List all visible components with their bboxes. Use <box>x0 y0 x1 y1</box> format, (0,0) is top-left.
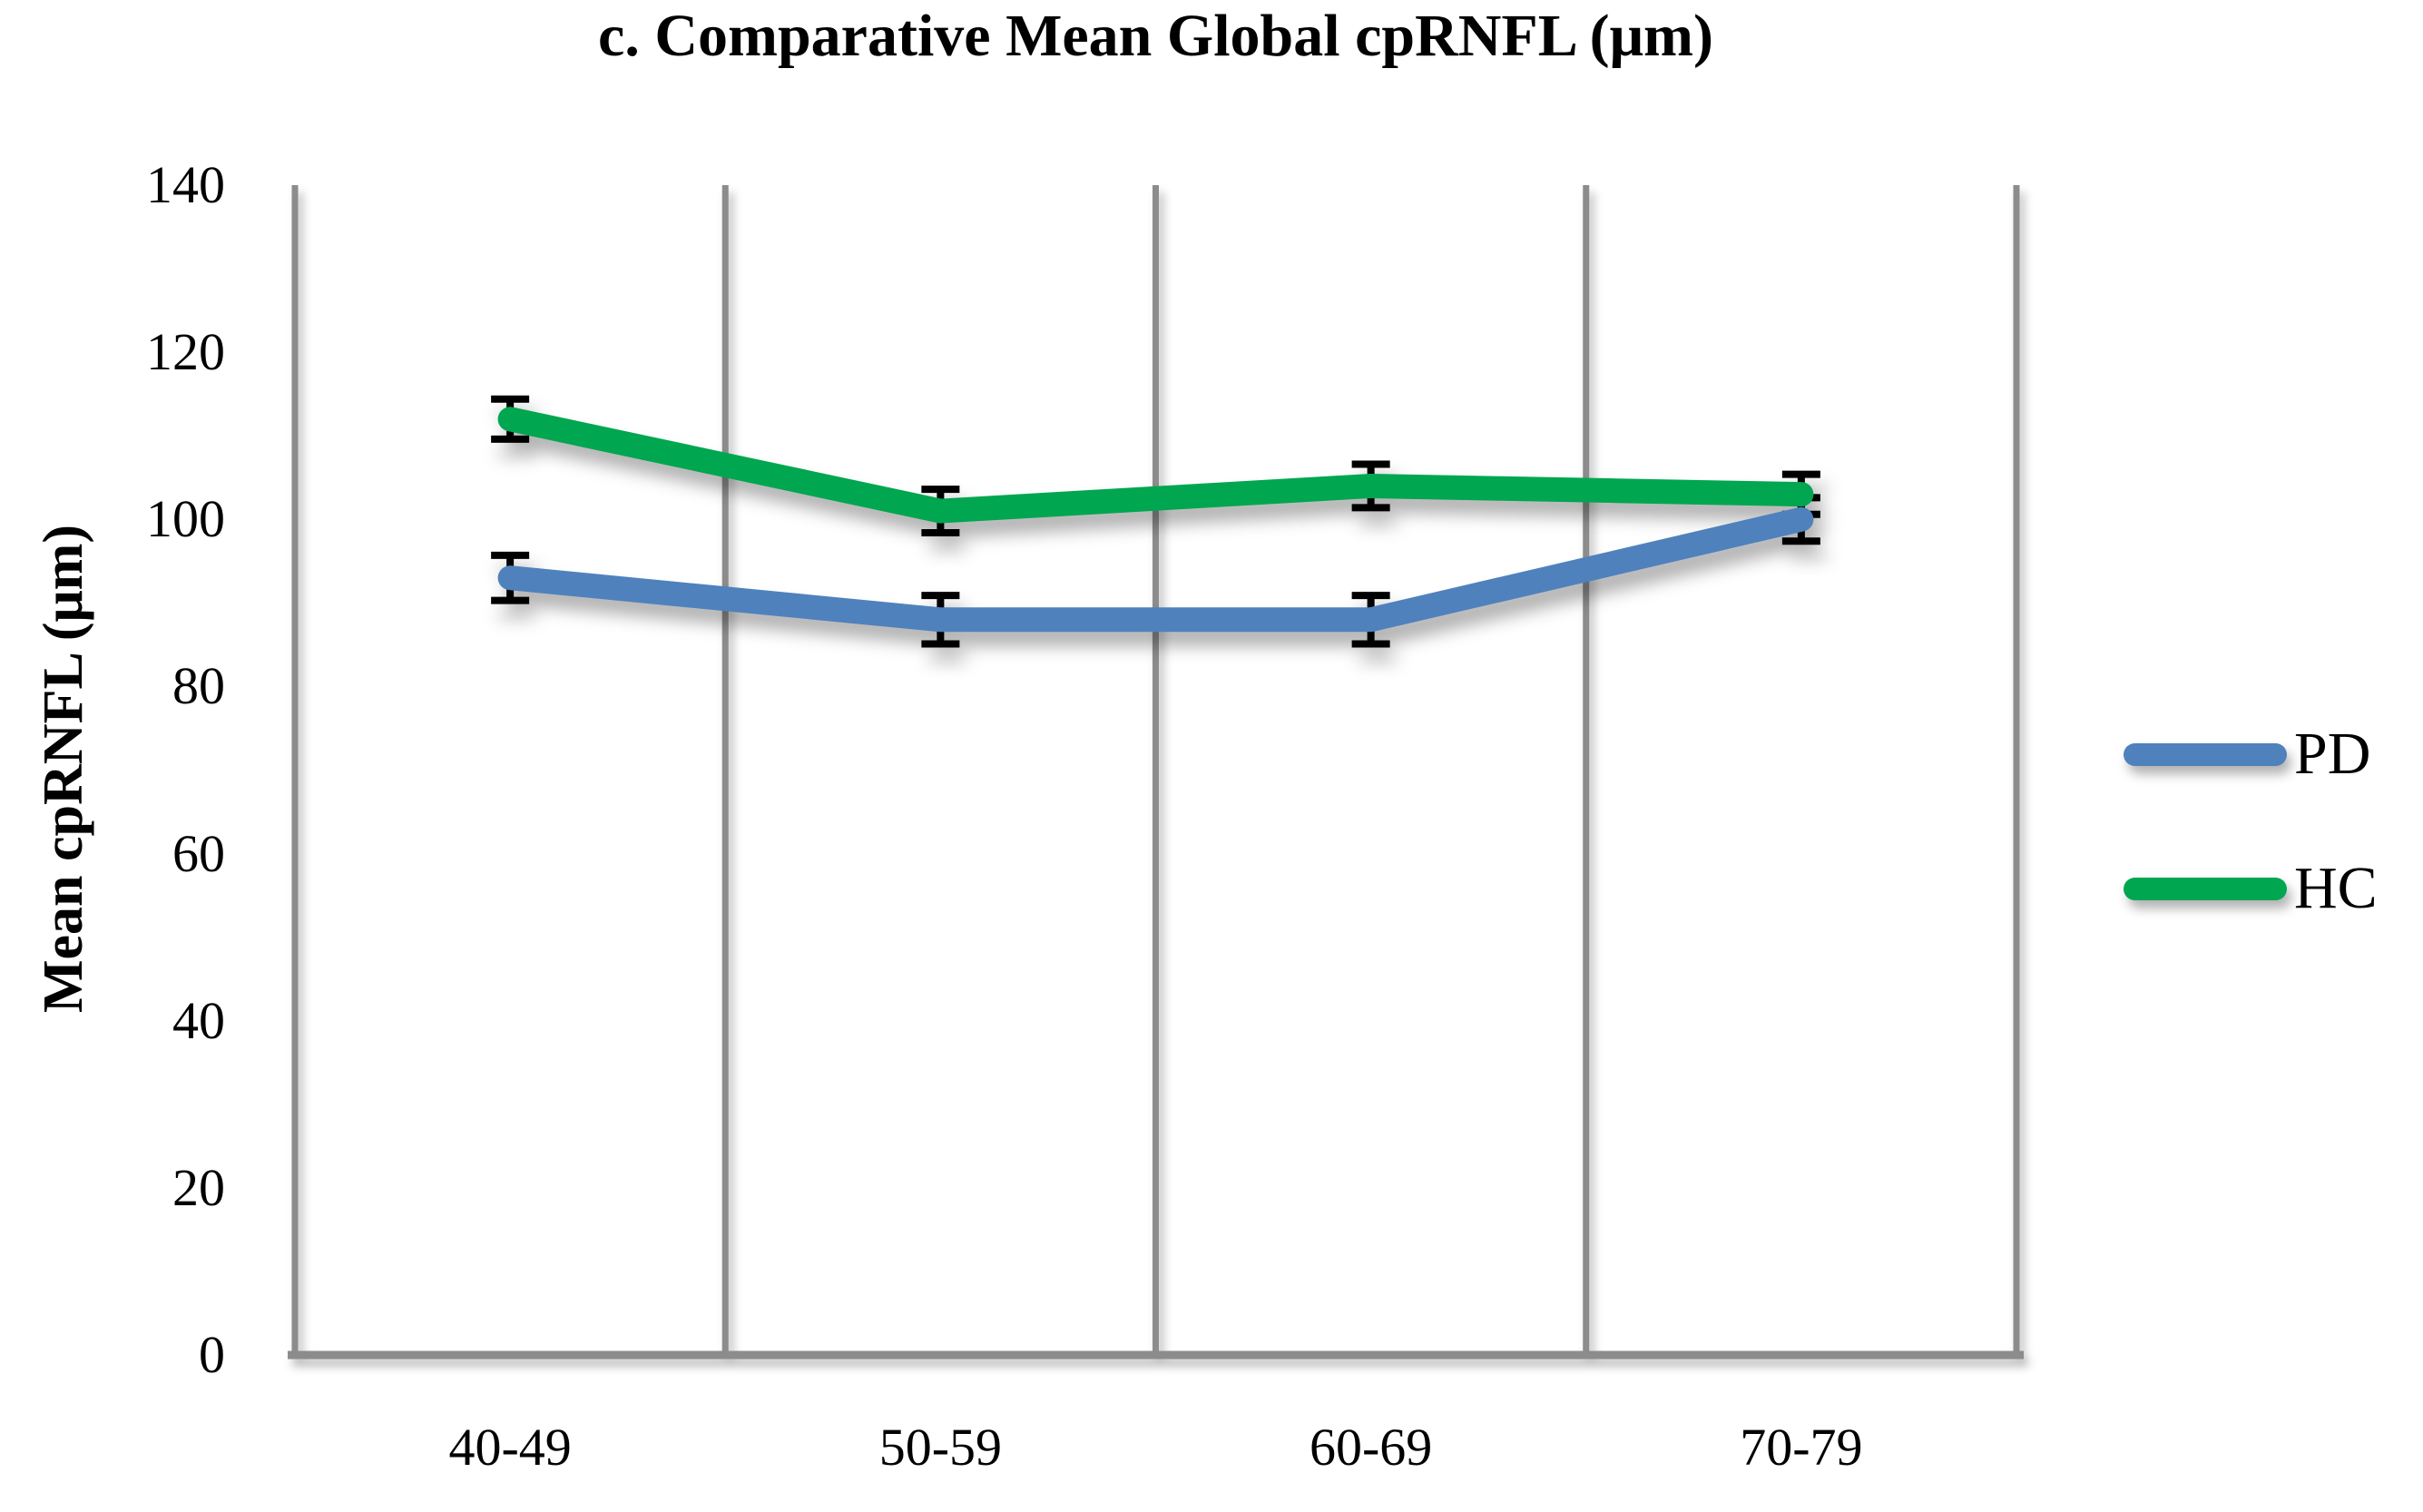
y-tick-label-40: 40 <box>172 990 225 1050</box>
y-tick-label-100: 100 <box>146 489 225 549</box>
y-tick-label-120: 120 <box>146 322 225 382</box>
x-tick-label-60-69: 60-69 <box>1309 1418 1433 1477</box>
y-tick-label-60: 60 <box>172 823 225 883</box>
legend-label-pd: PD <box>2294 721 2371 787</box>
legend-item-hc: HC <box>2124 854 2378 923</box>
data-series <box>491 395 1820 648</box>
series-line-hc <box>497 407 1814 524</box>
hc-line-swatch <box>2124 877 2287 900</box>
legend-item-pd: PD <box>2124 720 2378 789</box>
y-tick-label-80: 80 <box>172 656 225 716</box>
x-tick-label-50-59: 50-59 <box>878 1418 1003 1477</box>
y-tick-label-20: 20 <box>172 1157 225 1217</box>
y-tick-label-140: 140 <box>146 155 225 214</box>
pd-line-swatch <box>2124 742 2287 766</box>
y-tick-label-0: 0 <box>199 1325 225 1384</box>
x-tick-label-70-79: 70-79 <box>1740 1418 1863 1477</box>
axes-and-gridlines <box>288 185 2024 1360</box>
series-line-pd <box>497 506 1814 633</box>
legend-label-hc: HC <box>2294 855 2378 921</box>
chart-title: c. Comparative Mean Global cpRNFL (μm) <box>598 3 1713 69</box>
legend: PD HC <box>2124 720 2378 988</box>
x-tick-label-40-49: 40-49 <box>448 1418 572 1477</box>
